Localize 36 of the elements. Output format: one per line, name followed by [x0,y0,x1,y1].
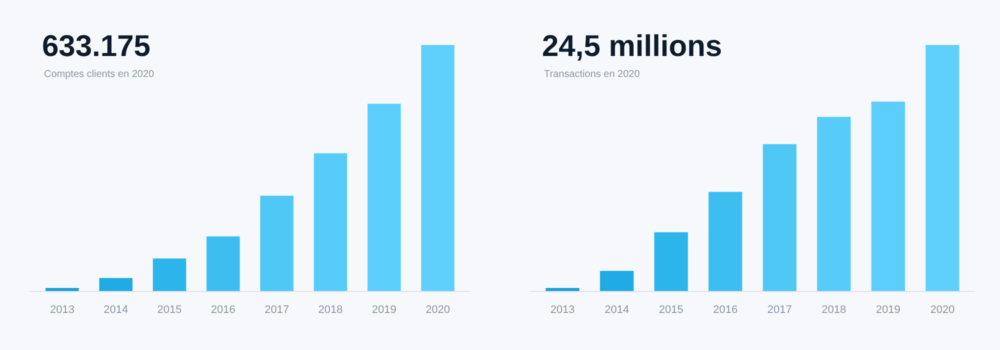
bar [654,232,688,291]
x-tick-label: 2016 [210,304,236,316]
bar [314,153,348,291]
bar [368,104,401,291]
chart-title: 24,5 millions [542,30,722,63]
text: Comptes clients en 2020 [44,69,154,80]
bar [152,258,186,291]
x-tick-label: 2019 [372,304,396,316]
x-tick-label: 2016 [713,304,738,316]
bar [206,236,240,291]
text: Transactions en 2020 [544,69,640,80]
x-tick-label: 2020 [426,304,450,316]
x-tick-label: 2018 [318,304,343,316]
x-tick-label: 2014 [104,304,128,316]
bar [46,288,79,291]
x-tick-label: 2017 [767,304,792,316]
bar [817,116,851,291]
x-tick-label: 2017 [264,304,290,316]
bar [546,288,580,291]
chart-title: 633.175 [42,30,150,63]
x-tick-label: 2015 [658,304,684,316]
bar [421,45,454,291]
x-tick-label: 2019 [876,304,900,316]
bar [871,102,905,291]
bar [99,278,132,291]
x-tick-label: 2015 [157,304,182,316]
x-tick-label: 2020 [930,304,955,316]
bar [708,192,742,291]
x-tick-label: 2018 [822,304,846,316]
bar [926,45,960,291]
x-tick-label: 2013 [550,304,575,316]
bar [762,144,796,291]
x-tick-label: 2013 [50,304,74,316]
bar [600,270,634,291]
bar [260,196,294,291]
x-tick-label: 2014 [604,304,630,316]
